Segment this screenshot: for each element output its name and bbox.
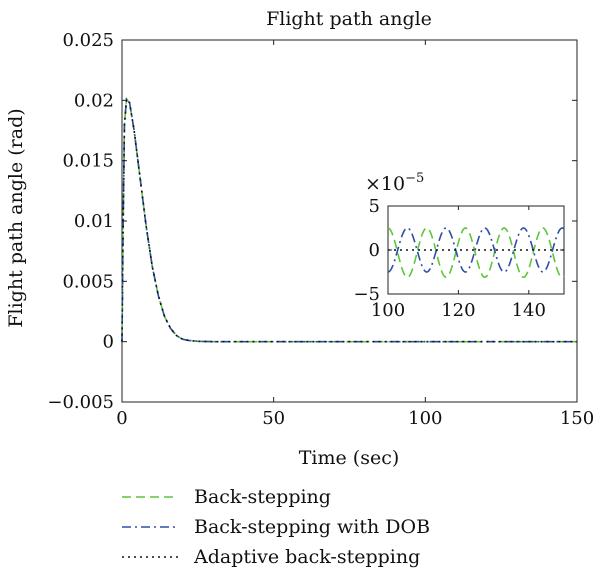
y-tick-label: 0.025 <box>62 30 114 51</box>
legend: Back-stepping Back-stepping with DOB Adapt… <box>122 486 430 568</box>
y-tick-label: 0.02 <box>74 90 114 111</box>
inset-series-line-1 <box>387 227 565 279</box>
inset-y-tick-label: 0 <box>369 240 380 261</box>
inset-multiplier-exponent: −5 <box>405 171 424 186</box>
inset-multiplier: ×10−5 <box>365 171 424 195</box>
y-tick-label: 0 <box>103 332 114 353</box>
x-tick-label: 100 <box>408 408 442 429</box>
x-axis-label: Time (sec) <box>299 447 400 469</box>
legend-label-2: Back-stepping with DOB <box>194 516 430 538</box>
inset-y-tick-label: −5 <box>353 284 380 305</box>
y-tick-label: −0.005 <box>47 392 114 413</box>
y-tick-label: 0.01 <box>74 211 114 232</box>
inset-x-tick-label: 120 <box>441 300 475 321</box>
x-tick-label: 50 <box>262 408 285 429</box>
legend-label-3: Adaptive back-stepping <box>193 546 420 568</box>
series-line-2 <box>121 97 577 343</box>
x-tick-label: 150 <box>560 408 594 429</box>
inset-x-tick-label: 100 <box>371 300 405 321</box>
x-tick-label: 0 <box>116 408 127 429</box>
y-axis-label: Flight path angle (rad) <box>5 108 27 327</box>
inset-y-tick-label: 5 <box>369 196 380 217</box>
legend-label-1: Back-stepping <box>194 486 331 508</box>
y-tick-label: 0.005 <box>62 271 114 292</box>
inset-series-line-2 <box>387 227 565 273</box>
inset-plot-area <box>387 205 565 295</box>
y-tick-label: 0.015 <box>62 151 114 172</box>
chart-title: Flight path angle <box>266 8 432 30</box>
inset-x-tick-label: 140 <box>512 300 546 321</box>
